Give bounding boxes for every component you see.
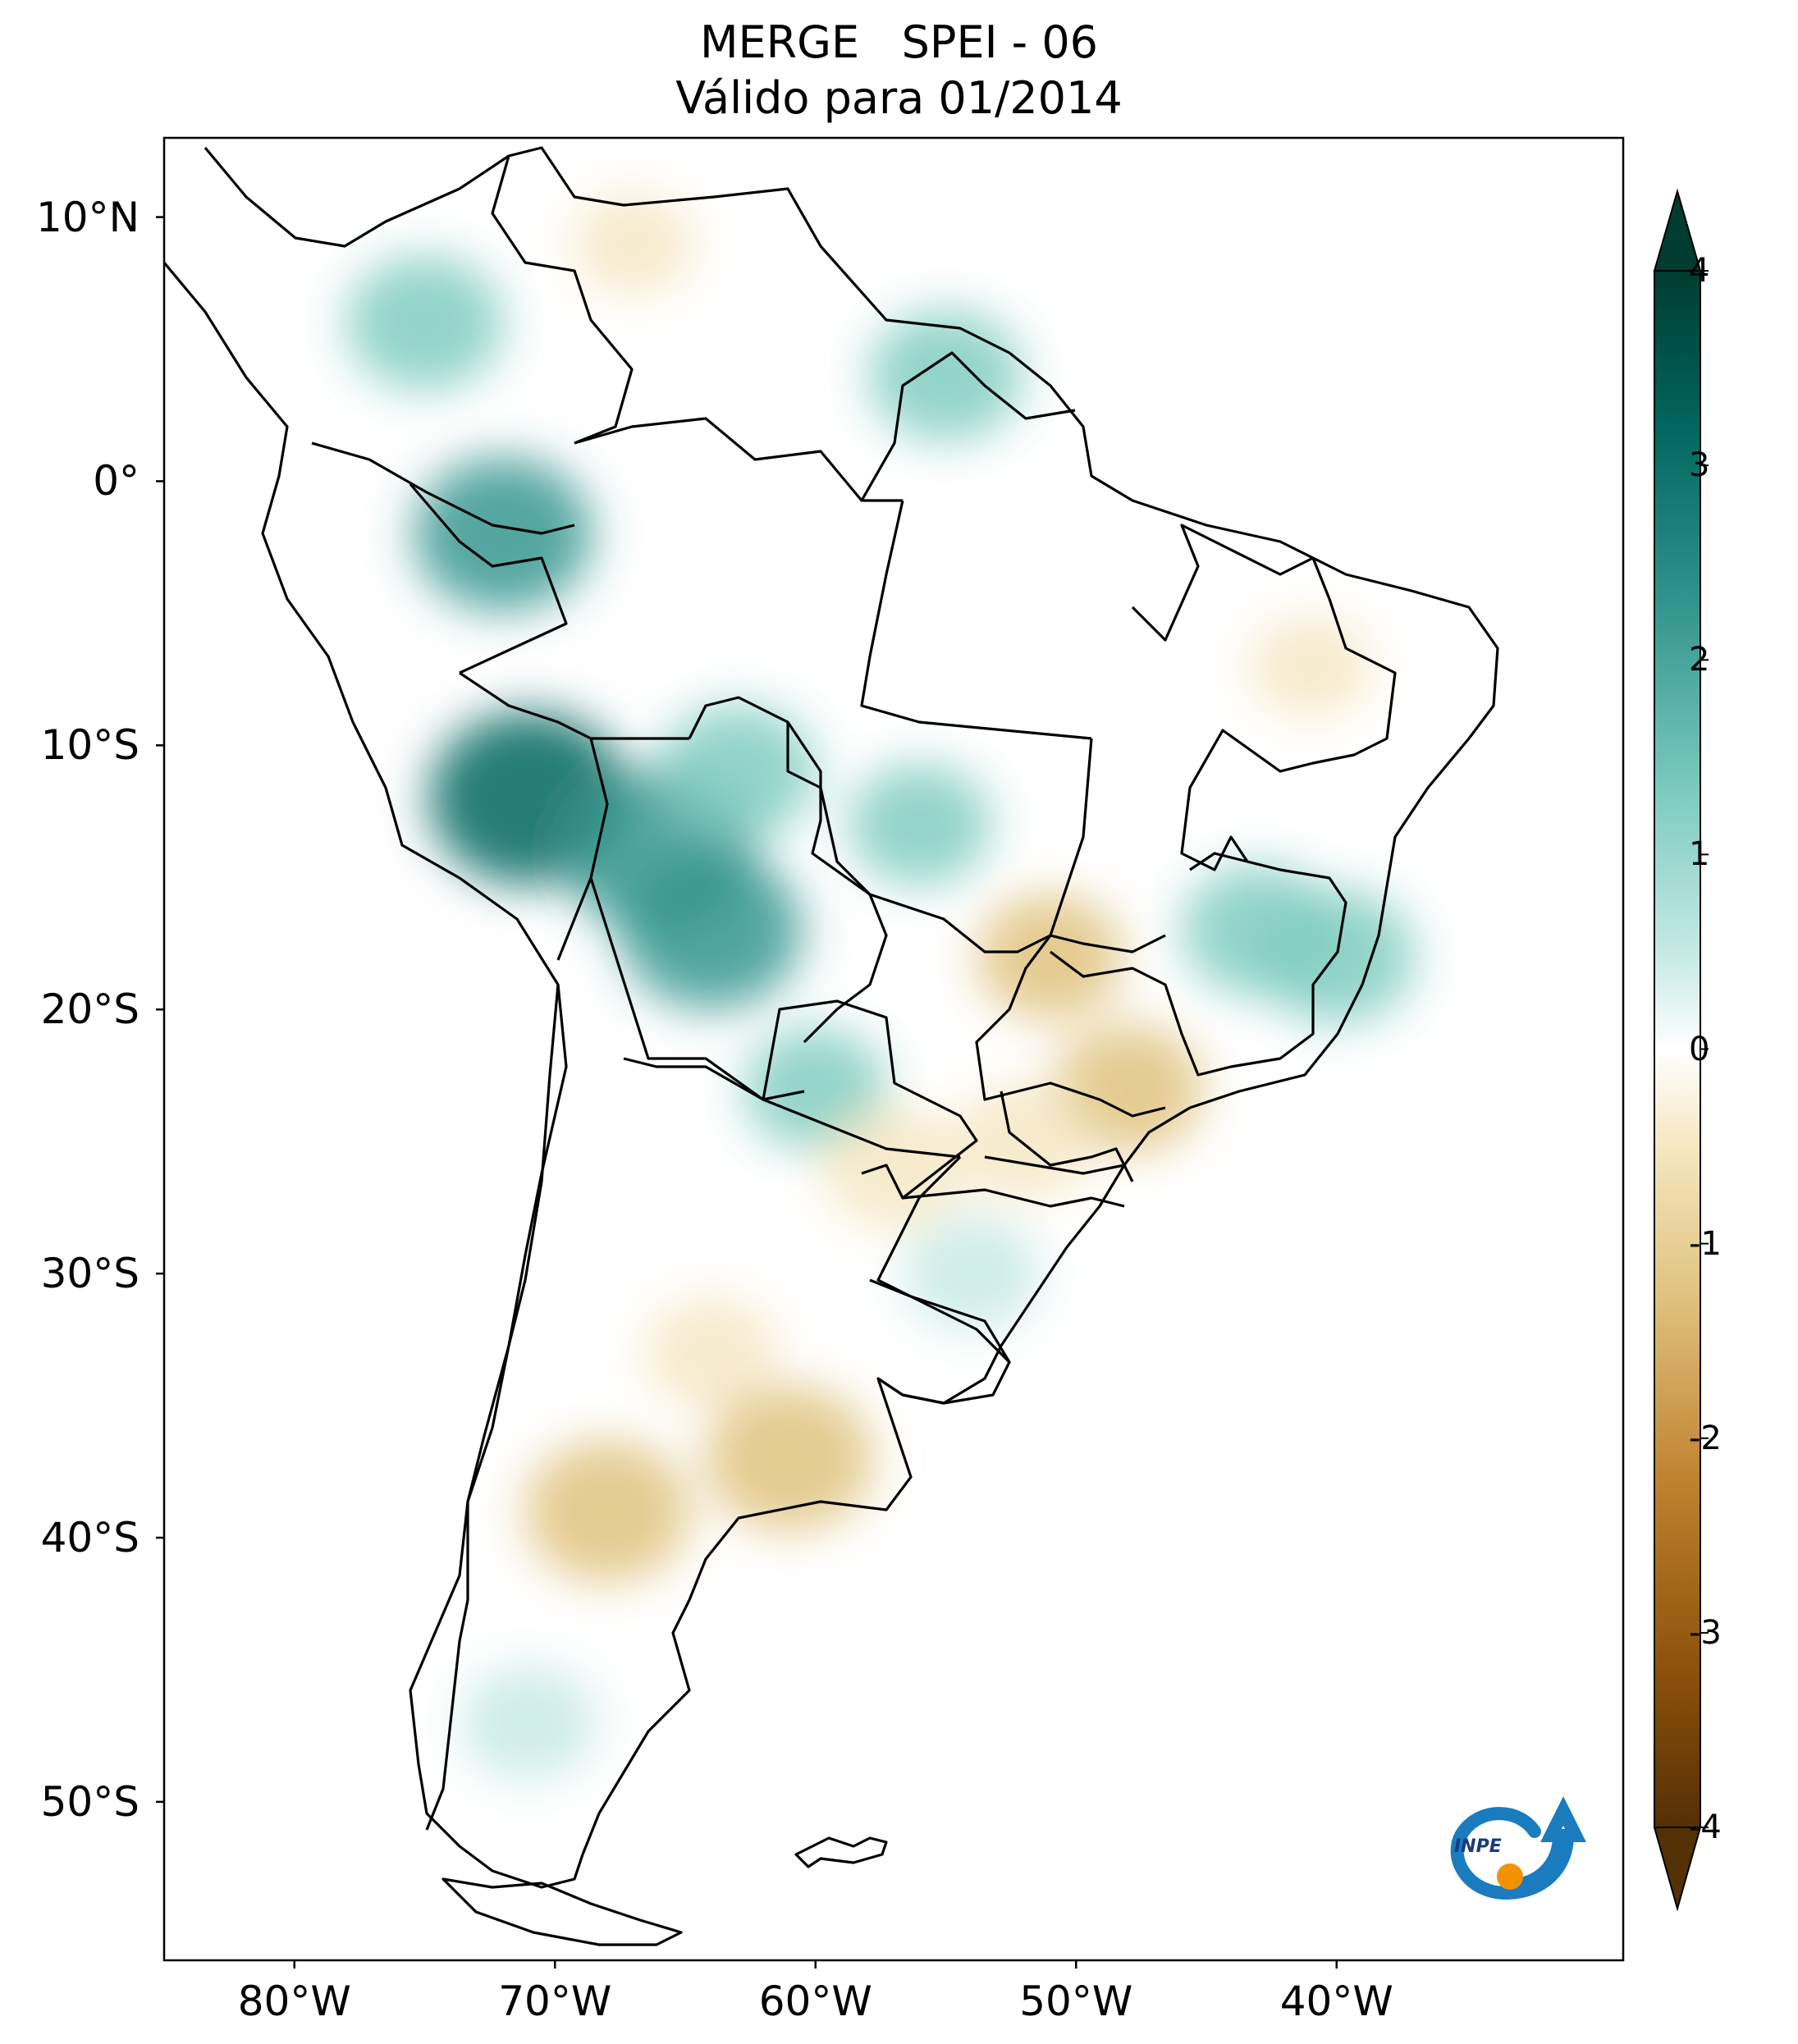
border-brazil-states-ne — [1131, 524, 1397, 871]
anomaly-blob — [461, 1665, 597, 1781]
anomaly-blob — [954, 1082, 1093, 1201]
lon-tick-label: 40°W — [1279, 1978, 1393, 2025]
spei-anomaly-field — [346, 192, 1415, 1781]
lat-tick-marks — [156, 216, 164, 1804]
anomaly-blob — [1053, 1024, 1203, 1153]
border-paraguay — [762, 999, 978, 1200]
lat-tick-label: 20°S — [40, 985, 140, 1034]
lat-tick-label: 10°S — [40, 721, 140, 770]
anomaly-blob — [744, 1027, 887, 1150]
lat-tick-label: 30°S — [40, 1250, 140, 1298]
colorbar-tick-label: 0 — [1689, 1030, 1710, 1068]
continent-fill — [164, 148, 1498, 1887]
border-uruguay — [869, 1278, 1011, 1405]
map-title: MERGE SPEI - 06 — [699, 16, 1099, 68]
anomaly-blob — [659, 704, 816, 839]
anomaly-blob — [869, 309, 1023, 441]
colorbar-tick-label: -2 — [1689, 1419, 1722, 1457]
anomaly-blob — [849, 763, 991, 885]
lat-tick-label: 50°S — [40, 1777, 140, 1826]
border-argentina-brazil-uruguay — [876, 1155, 1011, 1363]
border-brazil-states-east — [975, 738, 1166, 1118]
inpe-logo: INPE — [1450, 1796, 1586, 1900]
colorbar-tick-label: 1 — [1689, 835, 1710, 874]
border-colombia-venezuela — [491, 155, 634, 445]
lon-tick-label: 50°W — [1019, 1978, 1133, 2025]
lon-tick-label: 70°W — [498, 1978, 612, 2025]
border-brazil-bolivia — [688, 696, 888, 1044]
map-axes-frame — [162, 136, 1625, 1962]
anomaly-blob — [620, 851, 803, 1009]
colorbar-tick-label: 2 — [1689, 641, 1710, 679]
colorbar-tick-label: 3 — [1689, 446, 1710, 485]
colorbar-tick-label: -3 — [1689, 1613, 1722, 1652]
anomaly-blob — [573, 192, 693, 295]
colorbar-tick-label: 4 — [1689, 252, 1710, 290]
anomaly-blob — [706, 1386, 873, 1531]
border-brazil-states-west — [860, 500, 1092, 740]
colorbar-gradient — [1654, 270, 1701, 1828]
malvinas — [794, 1836, 888, 1868]
border-argentina-chile — [425, 984, 568, 1831]
anomaly-blob — [414, 456, 592, 611]
lat-tick-label: 40°S — [40, 1513, 140, 1562]
border-peru-brazil — [459, 671, 689, 740]
border-argentina-bolivia — [623, 1057, 961, 1159]
lon-tick-marks — [293, 1960, 1338, 1969]
colorbar — [1653, 188, 1709, 1912]
border-brazil-states-center — [786, 722, 1166, 953]
anomaly-blob — [1258, 889, 1415, 1024]
border-peru-colombia — [409, 482, 568, 674]
anomaly-blob — [977, 894, 1123, 1019]
anomaly-blob — [346, 255, 503, 391]
anomaly-blob — [1250, 615, 1371, 717]
lon-tick-label: 60°W — [758, 1978, 872, 2025]
map-subtitle: Válido para 01/2014 — [675, 72, 1123, 124]
border-brazil-guianas — [860, 351, 1076, 501]
border-colombia-ecuador-peru — [311, 441, 575, 535]
anomaly-blob — [525, 1440, 689, 1582]
lat-tick-label: 0° — [93, 457, 140, 505]
tierra-del-fuego — [441, 1877, 683, 1946]
anomaly-blob — [645, 1296, 777, 1409]
border-brazil-pr-sc-rs — [902, 1155, 1125, 1208]
country-borders — [164, 146, 1499, 1946]
border-brazil-sp-pr — [1000, 1091, 1134, 1182]
colorbar-tick-marks — [1700, 270, 1709, 1828]
colorbar-tick-label: -1 — [1689, 1224, 1722, 1263]
border-bolivia-paraguay — [589, 877, 805, 1101]
colorbar-tick-label: -4 — [1689, 1809, 1722, 1846]
lon-tick-label: 80°W — [237, 1978, 351, 2025]
inpe-logo-text: INPE — [1454, 1836, 1502, 1857]
lat-tick-label: 10°N — [35, 193, 140, 241]
border-brazil-minas — [1050, 852, 1347, 1077]
anomaly-blob — [904, 1216, 1040, 1332]
